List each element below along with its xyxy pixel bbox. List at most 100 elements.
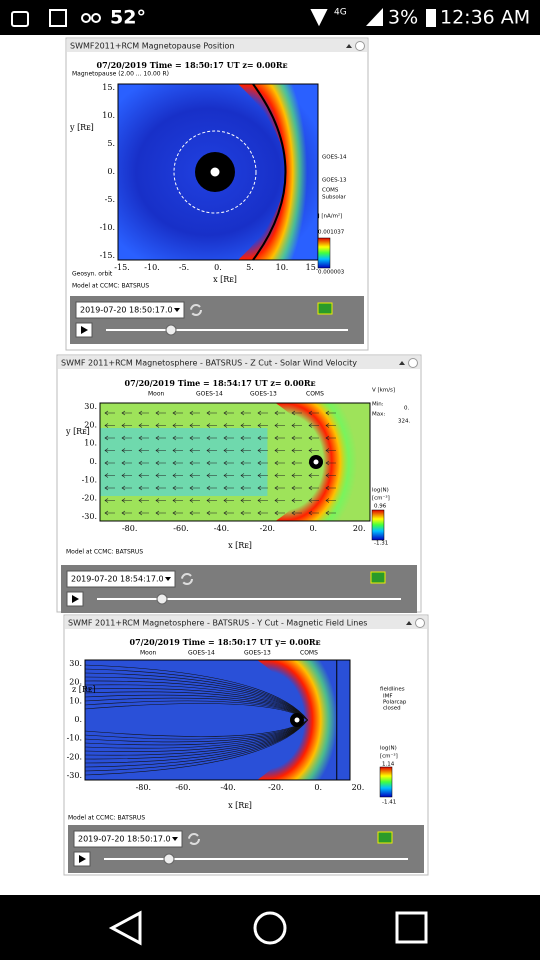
y-tick-label: 0.: [74, 715, 82, 724]
time-select[interactable]: [73, 830, 183, 848]
play-icon: [79, 855, 86, 863]
flow-arrow: [308, 473, 319, 478]
flow-arrow: [138, 435, 149, 441]
side-label: -1.41: [382, 800, 396, 806]
slider-thumb[interactable]: [165, 324, 177, 336]
status-icons: [11, 8, 436, 27]
close-button[interactable]: [355, 41, 365, 51]
y-tick-label: -30.: [82, 512, 97, 521]
close-button[interactable]: [408, 358, 418, 368]
side-label: GOES-13: [322, 178, 347, 184]
side-label: 0.001037: [318, 230, 345, 236]
flow-arrow: [240, 410, 251, 416]
panel-titlebar: [67, 39, 367, 52]
flow-arrow: [206, 498, 217, 503]
back-button[interactable]: [108, 910, 142, 946]
select-arrow: [172, 837, 178, 841]
side-label: 324.: [398, 419, 410, 425]
flag-icon[interactable]: [317, 302, 333, 315]
y-tick-label: 10.: [84, 439, 97, 448]
flag-icon[interactable]: [377, 831, 393, 844]
flow-arrow: [257, 410, 268, 416]
y-tick-label: -20.: [82, 494, 97, 503]
plot-title: 07/20/2019 Time = 18:50:17 UT z= 0.00Rᴇ: [97, 60, 288, 70]
side-label: 1.14: [382, 762, 395, 768]
play-icon: [81, 326, 88, 334]
x-tick-label: -80.: [122, 524, 137, 533]
side-label: 0.96: [374, 504, 387, 510]
plot-frame: [84, 659, 351, 781]
flow-arrow: [240, 498, 251, 503]
flow-arrow: [206, 423, 217, 428]
collapse-button[interactable]: [399, 361, 405, 365]
flow-arrow: [172, 498, 183, 503]
x-tick-label: -60.: [175, 783, 190, 792]
flow-arrow: [325, 435, 336, 441]
flow-arrow: [325, 423, 336, 428]
panel-title: SWMF2011+RCM Magnetopause Position: [70, 42, 234, 51]
flow-arrow: [308, 410, 319, 416]
home-button[interactable]: [253, 911, 287, 945]
flow-arrow: [274, 448, 285, 453]
refresh-button[interactable]: [188, 833, 200, 845]
side-label: J [nA/m²]: [317, 213, 342, 220]
flow-arrow: [240, 485, 251, 491]
flow-arrow: [189, 435, 200, 441]
field-line: [84, 703, 309, 737]
flow-arrow: [104, 423, 115, 428]
time-select[interactable]: [75, 301, 185, 319]
close-button[interactable]: [415, 618, 425, 628]
flow-arrow: [291, 423, 302, 428]
side-label: Subsolar: [322, 195, 347, 201]
side-label: log(N): [380, 746, 397, 752]
refresh-button[interactable]: [190, 304, 202, 316]
temperature: 52°: [110, 7, 146, 29]
magnetopause-line: [252, 83, 287, 261]
flow-arrow: [121, 410, 132, 416]
flow-arrow: [155, 435, 166, 441]
y-tick-label: -5.: [105, 195, 115, 204]
flow-arrow: [257, 498, 268, 503]
earth: [294, 717, 300, 723]
flow-arrow: [172, 473, 183, 478]
nav-bar: [0, 895, 540, 960]
flow-arrow: [206, 435, 217, 441]
collapse-button[interactable]: [346, 44, 352, 48]
plot-band: [100, 428, 268, 496]
flow-arrow: [121, 448, 132, 453]
flow-arrow: [308, 423, 319, 428]
time-select-text: 2019-07-20 18:50:17.0: [78, 835, 171, 844]
flow-arrow: [155, 510, 166, 516]
legend-item: Moon: [148, 391, 165, 398]
side-label: IMF: [383, 694, 393, 700]
flow-arrow: [240, 423, 251, 428]
flow-arrow: [138, 485, 149, 491]
side-label: closed: [383, 706, 401, 712]
x-tick-label: 0.: [214, 263, 222, 272]
flow-arrow: [189, 423, 200, 428]
flow-arrow: [257, 448, 268, 453]
flow-arrow: [325, 410, 336, 416]
y-tick-label: 10.: [69, 696, 82, 705]
recents-button[interactable]: [395, 911, 428, 944]
earth: [313, 459, 319, 465]
colorbar: [379, 766, 393, 798]
refresh-button[interactable]: [181, 573, 193, 585]
select-arrow: [165, 577, 171, 581]
flow-arrow: [121, 423, 132, 428]
flow-arrow: [223, 460, 234, 466]
flow-arrow: [325, 473, 336, 478]
side-label: [cm⁻³]: [380, 753, 398, 760]
collapse-button[interactable]: [406, 621, 412, 625]
y-tick-label: -30.: [67, 771, 82, 780]
x-tick-label: -80.: [136, 783, 151, 792]
flow-arrow: [206, 410, 217, 416]
slider-thumb[interactable]: [163, 853, 175, 865]
slider-thumb[interactable]: [156, 593, 168, 605]
flow-arrow: [291, 473, 302, 478]
time-select[interactable]: [66, 570, 176, 588]
flag-icon[interactable]: [370, 571, 386, 584]
flow-arrow: [240, 460, 251, 466]
